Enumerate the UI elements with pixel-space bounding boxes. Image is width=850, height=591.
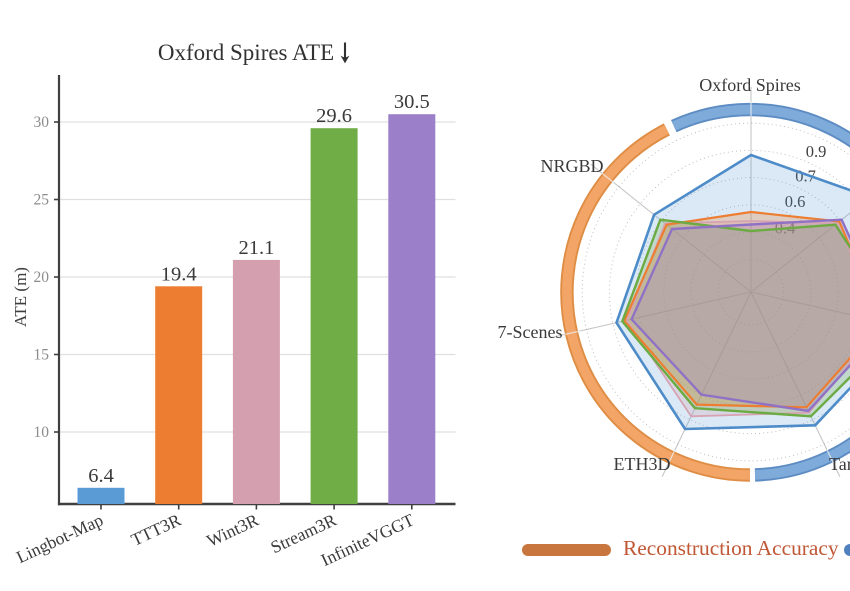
svg-text:7-Scenes: 7-Scenes: [498, 322, 563, 342]
svg-text:30: 30: [34, 114, 50, 131]
svg-text:19.4: 19.4: [161, 263, 197, 285]
svg-text:0.9: 0.9: [806, 142, 827, 161]
svg-text:6.4: 6.4: [88, 465, 114, 487]
svg-text:29.6: 29.6: [316, 105, 352, 127]
svg-text:25: 25: [34, 192, 50, 209]
svg-text:ATE (m): ATE (m): [11, 267, 30, 327]
svg-text:10: 10: [34, 424, 50, 441]
svg-text:30.5: 30.5: [394, 91, 430, 113]
svg-text:Oxford Spires ATE: Oxford Spires ATE: [158, 40, 334, 65]
svg-text:21.1: 21.1: [238, 237, 274, 259]
svg-text:15: 15: [34, 347, 50, 364]
svg-text:Reconstruction Accuracy: Reconstruction Accuracy: [623, 536, 839, 560]
svg-text:Tanks and Temples: Tanks and Temples: [829, 454, 850, 474]
svg-text:NRGBD: NRGBD: [540, 156, 603, 176]
svg-text:Oxford Spires: Oxford Spires: [699, 75, 801, 95]
svg-text:20: 20: [34, 269, 50, 286]
svg-text:ETH3D: ETH3D: [614, 454, 671, 474]
